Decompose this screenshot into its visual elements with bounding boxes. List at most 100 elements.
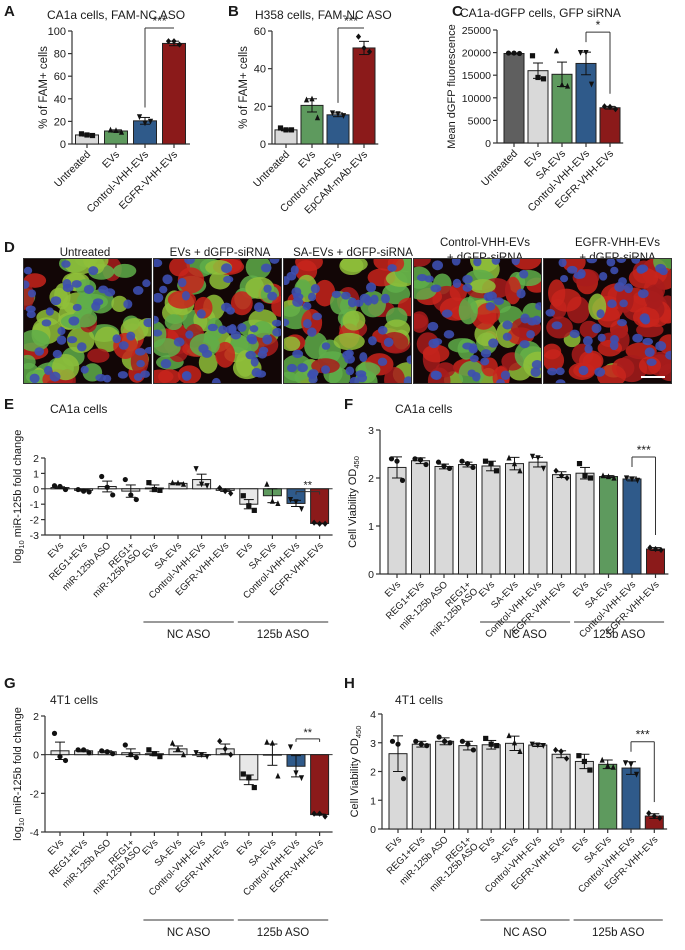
nucleus: [631, 259, 641, 264]
nucleus: [368, 336, 377, 346]
data-point: [165, 38, 172, 45]
nucleus: [221, 302, 232, 312]
data-point: [133, 496, 139, 503]
data-point: [482, 458, 489, 464]
nucleus: [196, 309, 206, 319]
nucleus: [519, 340, 530, 349]
y-tick-label: 0: [33, 750, 39, 762]
nucleus: [297, 363, 308, 373]
data-point: [57, 754, 63, 760]
data-point: [118, 128, 125, 135]
nucleus: [646, 358, 657, 367]
y-label-log: log: [12, 826, 24, 841]
bar: [575, 472, 595, 575]
data-point: [488, 741, 494, 747]
data-point: [122, 476, 128, 483]
panel-label-f: F: [344, 396, 354, 413]
data-point: [558, 748, 564, 755]
data-point: [493, 468, 500, 474]
nucleus: [154, 259, 163, 268]
data-point: [535, 74, 541, 81]
data-point: [442, 738, 448, 744]
nucleus: [98, 285, 109, 294]
data-point: [113, 127, 119, 134]
nucleus: [249, 325, 259, 333]
bar: [435, 740, 455, 830]
data-point: [629, 476, 635, 483]
nucleus: [345, 366, 355, 376]
nucleus: [154, 292, 164, 303]
nucleus: [80, 365, 89, 374]
nucleus: [34, 347, 45, 356]
data-point: [412, 456, 418, 462]
micro-title-line1: EGFR-VHH-EVs: [575, 237, 660, 249]
nucleus: [535, 302, 541, 311]
bar: [481, 744, 501, 830]
y-tick-label: 0: [485, 138, 491, 150]
data-point: [576, 461, 583, 467]
cell: [198, 351, 218, 374]
nucleus: [637, 264, 649, 273]
data-point: [564, 474, 570, 482]
nucleus: [198, 344, 209, 354]
data-point: [193, 466, 199, 472]
nucleus: [526, 330, 535, 339]
nucleus: [181, 290, 190, 301]
nucleus: [245, 350, 257, 360]
micro-title-line1: Control-VHH-EVs: [439, 237, 531, 249]
group-label: NC ASO: [503, 927, 547, 939]
data-point: [540, 743, 546, 749]
data-point: [298, 775, 305, 782]
data-point: [511, 50, 517, 56]
data-point: [62, 757, 69, 764]
nucleus: [123, 299, 133, 309]
data-point: [610, 763, 616, 770]
nucleus: [185, 330, 194, 339]
data-point: [275, 500, 281, 507]
data-point: [293, 770, 299, 777]
data-point: [651, 812, 657, 820]
nucleus: [381, 293, 390, 304]
nucleus: [271, 319, 281, 327]
data-point: [623, 475, 630, 482]
nucleus: [83, 284, 95, 294]
y-tick-label: 20: [254, 101, 266, 113]
nucleus: [211, 377, 221, 383]
y-tick-label: -2: [30, 515, 39, 527]
data-point: [99, 748, 105, 754]
bar: [505, 742, 524, 830]
nucleus: [655, 263, 667, 273]
y-tick-label: -4: [30, 827, 39, 839]
y-tick-label: 1: [368, 521, 374, 533]
nucleus: [416, 273, 428, 282]
data-point: [204, 483, 210, 489]
nucleus: [430, 370, 441, 380]
panel-label-e: E: [4, 396, 15, 413]
data-point: [646, 810, 652, 817]
data-point: [435, 459, 442, 465]
cell: [628, 267, 659, 289]
panel-label-h: H: [344, 675, 355, 692]
data-point: [599, 756, 605, 763]
data-point: [553, 47, 560, 54]
data-point: [657, 814, 663, 822]
data-point: [199, 752, 205, 758]
nucleus: [591, 323, 602, 334]
data-point: [413, 738, 419, 744]
micrograph-untreated: [23, 258, 152, 384]
data-point: [107, 126, 114, 133]
bar: [505, 463, 524, 575]
group-label: 125b ASO: [592, 927, 644, 939]
nucleus: [117, 371, 128, 379]
data-point: [417, 457, 424, 463]
data-point: [459, 458, 465, 464]
nucleus: [616, 259, 627, 264]
nucleus: [144, 346, 151, 355]
data-point: [62, 486, 69, 493]
y-axis-label: % of FAM+ cells: [38, 46, 50, 129]
significance-label: ***: [637, 443, 651, 457]
nucleus: [488, 338, 499, 348]
nucleus: [50, 296, 62, 306]
nucleus: [520, 313, 530, 324]
